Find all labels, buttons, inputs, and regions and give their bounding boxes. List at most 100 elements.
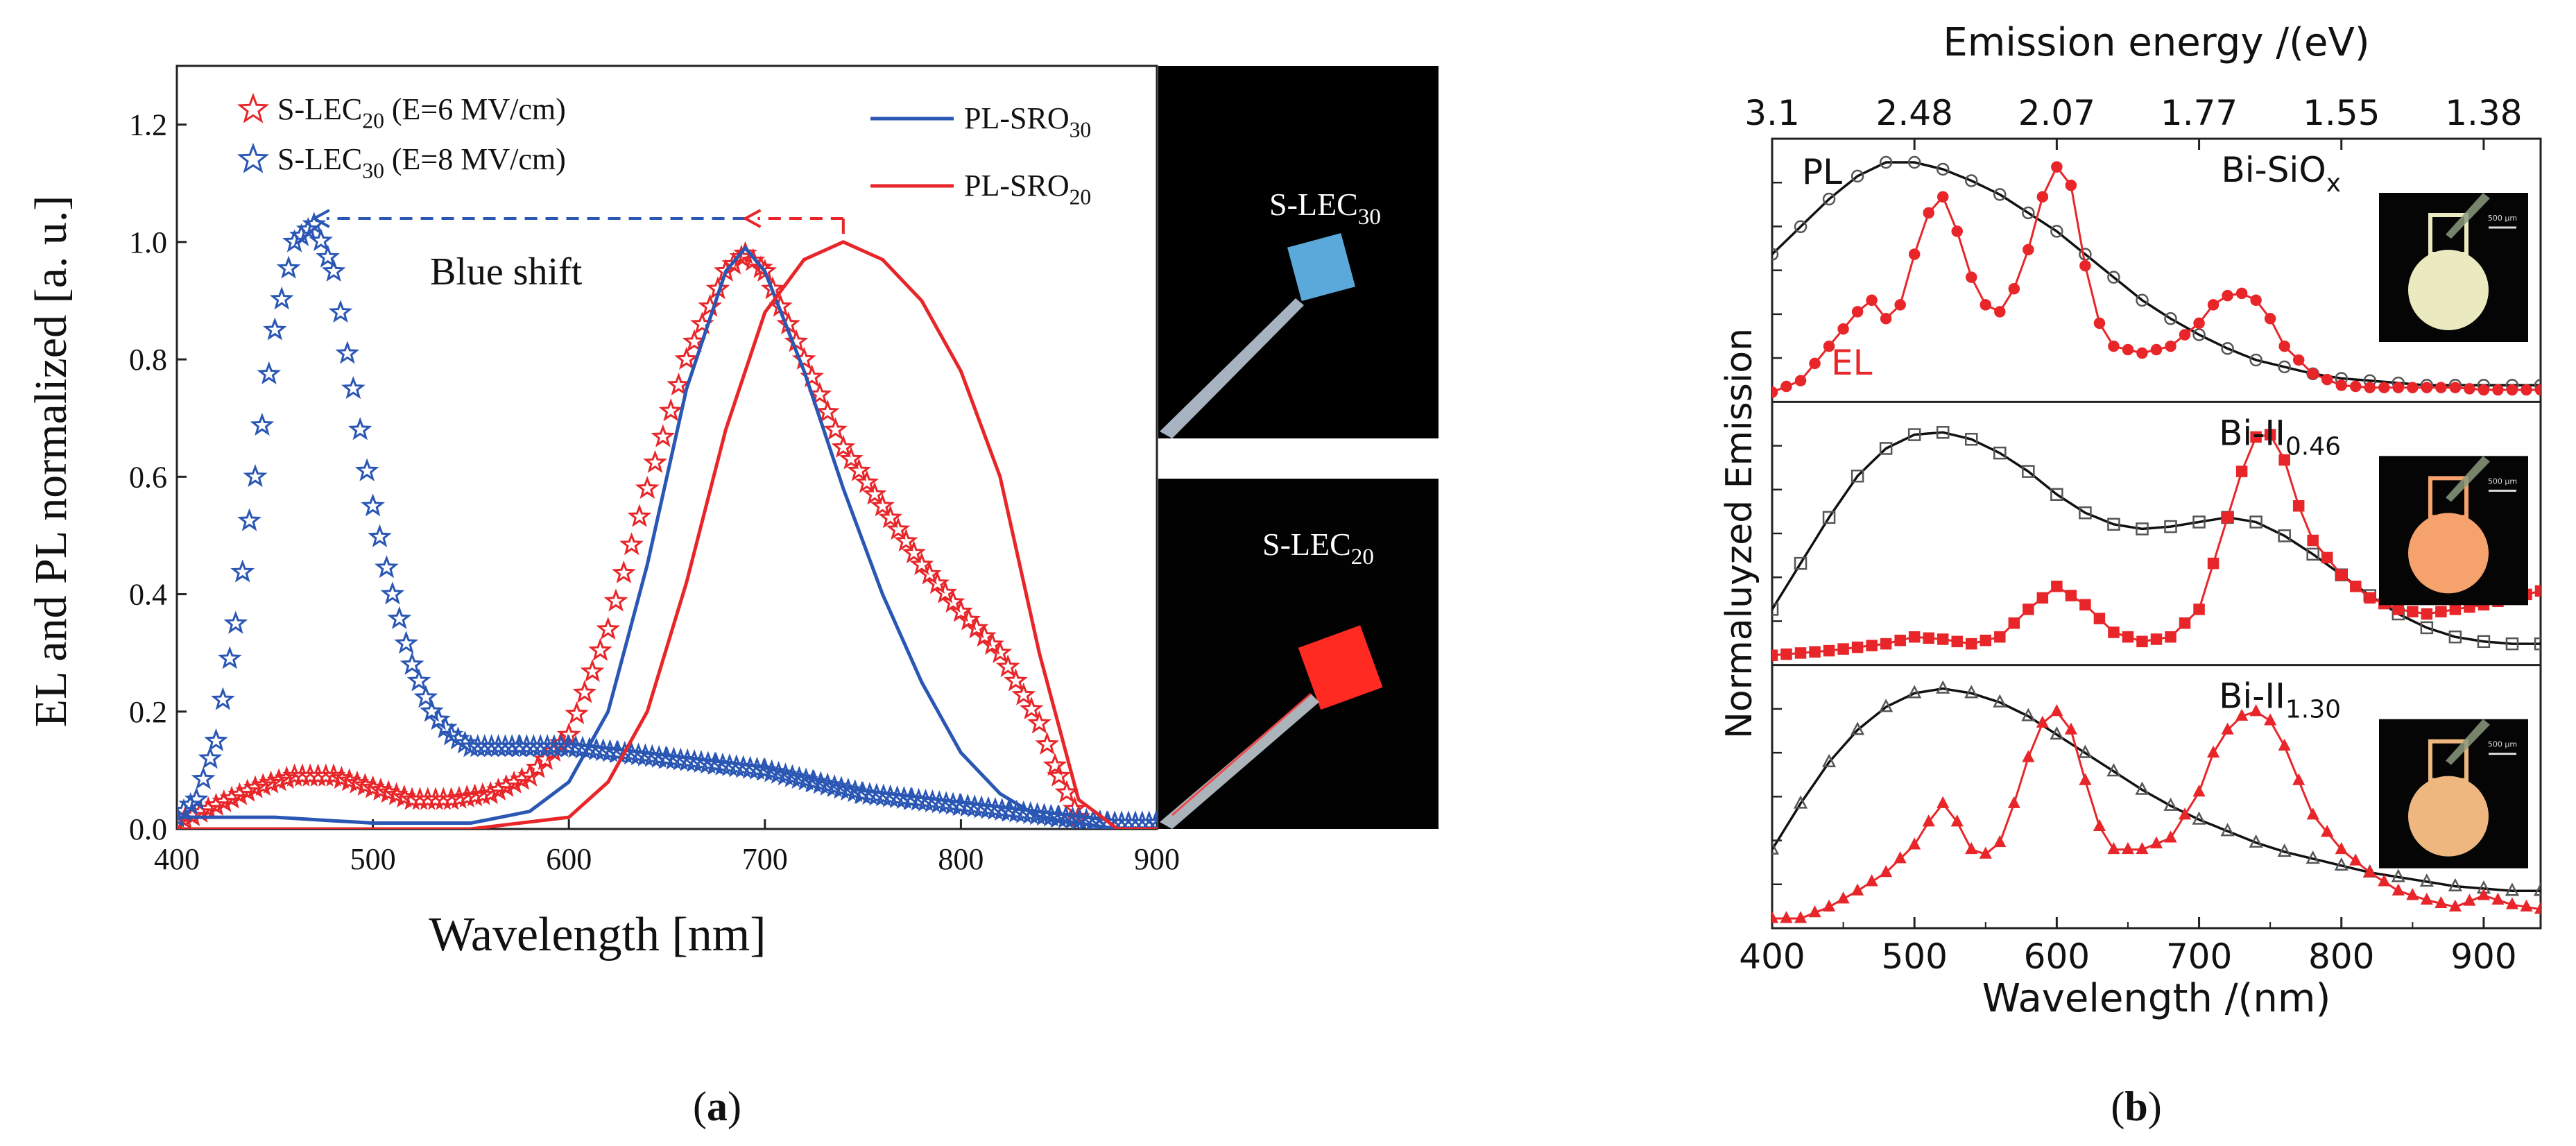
series-1-point bbox=[588, 638, 612, 661]
series-2-point bbox=[703, 751, 728, 775]
el-point-1 bbox=[2464, 383, 2475, 395]
panel-a-data bbox=[177, 212, 1157, 829]
x2-tick-label-b: 2.48 bbox=[1876, 93, 1953, 133]
legend-star-1 bbox=[237, 92, 270, 123]
el-point-2 bbox=[1823, 644, 1835, 657]
pl-point-1 bbox=[2249, 353, 2262, 367]
series-1-point bbox=[259, 770, 284, 794]
el-point-1 bbox=[2435, 382, 2447, 393]
series-2-point bbox=[983, 796, 1008, 820]
inset-disk-1 bbox=[2408, 250, 2489, 330]
series-2-point bbox=[668, 747, 693, 771]
pl-point-1 bbox=[1822, 192, 1836, 206]
pl-point-3 bbox=[1964, 685, 1979, 699]
el-text-label: EL bbox=[1831, 343, 1873, 383]
el-point-1 bbox=[1851, 306, 1864, 318]
x-tick-label-b: 800 bbox=[2308, 937, 2374, 977]
el-point-3 bbox=[2007, 796, 2020, 808]
series-2-point bbox=[1144, 810, 1157, 829]
pl-point-2 bbox=[1851, 469, 1864, 483]
series-2-point bbox=[724, 754, 749, 778]
series-2-point bbox=[328, 300, 353, 323]
series-1-point bbox=[510, 767, 534, 790]
el-point-1 bbox=[1837, 323, 1849, 335]
pl-point-2 bbox=[2448, 630, 2462, 644]
el-point-2 bbox=[1809, 646, 1821, 658]
series-2-point bbox=[387, 606, 412, 629]
el-point-3 bbox=[2378, 874, 2391, 887]
pl-point-2 bbox=[1965, 432, 1978, 446]
series-2-point bbox=[250, 413, 275, 436]
inset-scale-text-3: 500 μm bbox=[2488, 740, 2517, 749]
el-point-2 bbox=[2051, 581, 2063, 592]
x-tick-label-b: 600 bbox=[2024, 937, 2090, 977]
pl-point-3 bbox=[2277, 844, 2292, 857]
series-1-point bbox=[909, 551, 934, 576]
el-point-3 bbox=[1772, 911, 1779, 923]
el-point-1 bbox=[2378, 382, 2390, 393]
el-point-2 bbox=[2235, 465, 2248, 477]
el-point-2 bbox=[2036, 592, 2049, 604]
pl-point-2 bbox=[1907, 428, 1921, 441]
pl-point-2 bbox=[2164, 520, 2177, 533]
el-point-1 bbox=[2065, 179, 2077, 191]
el-point-2 bbox=[2093, 613, 2106, 624]
series-1-point bbox=[972, 624, 997, 647]
series-1-point bbox=[643, 450, 667, 473]
pl-point-2 bbox=[1822, 511, 1836, 524]
el-point-1 bbox=[1937, 191, 1949, 203]
el-point-1 bbox=[2079, 259, 2091, 272]
el-point-1 bbox=[2278, 340, 2290, 352]
x2-tick-label-b: 3.1 bbox=[1744, 93, 1800, 133]
legend-right-label-2: PL-SRO20 bbox=[964, 169, 1091, 209]
series-2-point bbox=[976, 796, 1001, 819]
series-1-point bbox=[611, 560, 636, 583]
el-point-3 bbox=[2363, 864, 2376, 878]
inset-scale-text-2: 500 μm bbox=[2488, 477, 2517, 486]
pl-point-2 bbox=[2477, 635, 2491, 649]
series-2-point bbox=[941, 792, 965, 815]
probe-bottom-edge bbox=[1171, 692, 1312, 816]
series-2-point bbox=[211, 687, 235, 710]
el-point-3 bbox=[1993, 835, 2007, 848]
series-1-point bbox=[964, 615, 989, 639]
series-2-point bbox=[413, 685, 438, 708]
series-2-point bbox=[368, 524, 392, 547]
series-2-point bbox=[598, 739, 622, 762]
pl-point-1 bbox=[1907, 155, 1921, 169]
el-point-3 bbox=[2192, 785, 2206, 797]
series-1-point bbox=[980, 631, 1004, 656]
y-tick-label: 0.2 bbox=[129, 695, 167, 729]
el-point-1 bbox=[2264, 313, 2276, 325]
pl-point-2 bbox=[2050, 488, 2063, 501]
el-point-3 bbox=[1808, 905, 1821, 918]
series-1-point bbox=[486, 777, 510, 801]
el-point-3 bbox=[2121, 841, 2135, 855]
el-point-2 bbox=[2136, 635, 2148, 648]
el-point-1 bbox=[2321, 373, 2333, 386]
el-point-3 bbox=[2335, 841, 2348, 855]
el-point-2 bbox=[2008, 617, 2020, 629]
el-point-1 bbox=[2179, 329, 2191, 341]
blue-shift-label: Blue shift bbox=[430, 250, 583, 293]
pl-point-3 bbox=[1793, 795, 1808, 809]
el-point-3 bbox=[2505, 897, 2519, 909]
series-1-point bbox=[815, 399, 840, 423]
pl-point-2 bbox=[1794, 556, 1808, 570]
series-2-point bbox=[836, 777, 861, 801]
x-axis-label-b: Wavelength /(nm) bbox=[1982, 976, 2331, 1021]
el-point-3 bbox=[1937, 796, 1950, 808]
y-tick-label: 0.6 bbox=[129, 460, 167, 494]
series-1-point bbox=[501, 770, 526, 794]
series-2-point bbox=[682, 749, 707, 772]
series-2-point bbox=[217, 646, 242, 669]
series-2-point bbox=[400, 651, 424, 675]
el-point-1 bbox=[1880, 313, 1892, 325]
el-point-2 bbox=[2407, 606, 2419, 617]
el-point-2 bbox=[2449, 604, 2462, 615]
pl-point-2 bbox=[1936, 426, 1950, 439]
el-point-2 bbox=[2292, 500, 2305, 512]
el-point-1 bbox=[2036, 191, 2049, 203]
el-point-1 bbox=[2421, 382, 2433, 393]
